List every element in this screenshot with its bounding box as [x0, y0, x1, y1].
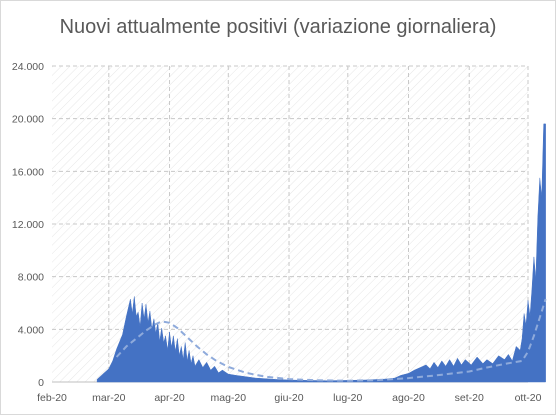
x-tick-label: set-20 [455, 392, 484, 404]
x-tick-label: mar-20 [92, 392, 125, 404]
x-tick-label: ott-20 [515, 392, 542, 404]
y-tick-label: 20.000 [12, 114, 44, 126]
y-tick-label: 16.000 [12, 166, 44, 178]
area-series-path [96, 123, 546, 383]
y-tick-label: 4.000 [18, 324, 44, 336]
x-tick-label: mag-20 [210, 392, 246, 404]
y-tick-label: 0 [38, 377, 44, 389]
x-tick-label: lug-20 [333, 392, 362, 404]
y-axis: 0 4.000 8.000 12.000 16.000 20.000 24.000 [12, 61, 44, 389]
chart-title: Nuovi attualmente positivi (variazione g… [60, 16, 497, 38]
x-tick-label: feb-20 [37, 392, 67, 404]
x-axis: feb-20 mar-20 apr-20 mag-20 giu-20 lug-20 ago-… [37, 392, 541, 404]
x-tick-label: giu-20 [274, 392, 303, 404]
area-series [96, 123, 546, 383]
trend-series [115, 298, 547, 382]
trend-series-line [115, 298, 547, 382]
x-tick-label: apr-20 [154, 392, 185, 404]
y-tick-label: 24.000 [12, 61, 44, 73]
y-tick-label: 8.000 [18, 272, 44, 284]
x-tick-label: ago-20 [392, 392, 425, 404]
y-tick-label: 12.000 [12, 219, 44, 231]
